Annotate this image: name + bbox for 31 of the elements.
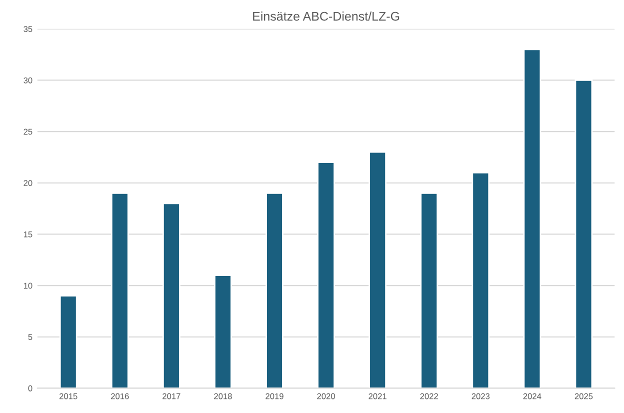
x-tick-label: 2021: [368, 393, 386, 400]
bar: [214, 274, 232, 388]
x-tick-label: 2025: [574, 393, 593, 400]
bar: [110, 192, 129, 388]
x-tick-label: 2024: [523, 393, 542, 400]
x-tick-label: 2018: [214, 393, 232, 400]
x-tick-label: 2015: [60, 393, 78, 400]
bar: [574, 80, 593, 388]
bar: [420, 192, 438, 388]
y-tick-label: 20: [24, 180, 32, 186]
x-tick-label: 2023: [472, 393, 490, 400]
bar: [317, 162, 335, 388]
x-tick-label: 2017: [162, 393, 180, 400]
x-tick-label: 2022: [420, 393, 438, 400]
y-tick-label: 0: [28, 385, 32, 392]
y-tick-label: 30: [24, 77, 32, 84]
x-tick-label: 2016: [111, 393, 129, 400]
y-tick-label: 15: [24, 232, 32, 238]
y-tick-label: 5: [28, 334, 32, 340]
bar: [368, 151, 387, 388]
y-tick-label: 25: [24, 128, 32, 135]
x-tick-label: 2020: [317, 393, 335, 400]
bar: [472, 172, 490, 388]
bar: [523, 48, 542, 388]
y-tick-label: 35: [24, 26, 32, 32]
bar: [59, 295, 78, 388]
x-tick-label: 2019: [266, 393, 284, 400]
y-tick-label: 10: [24, 282, 32, 289]
bar: [162, 202, 180, 388]
chart-title: Einsätze ABC-Dienst/LZ-G: [253, 12, 400, 21]
bar: [266, 192, 284, 388]
